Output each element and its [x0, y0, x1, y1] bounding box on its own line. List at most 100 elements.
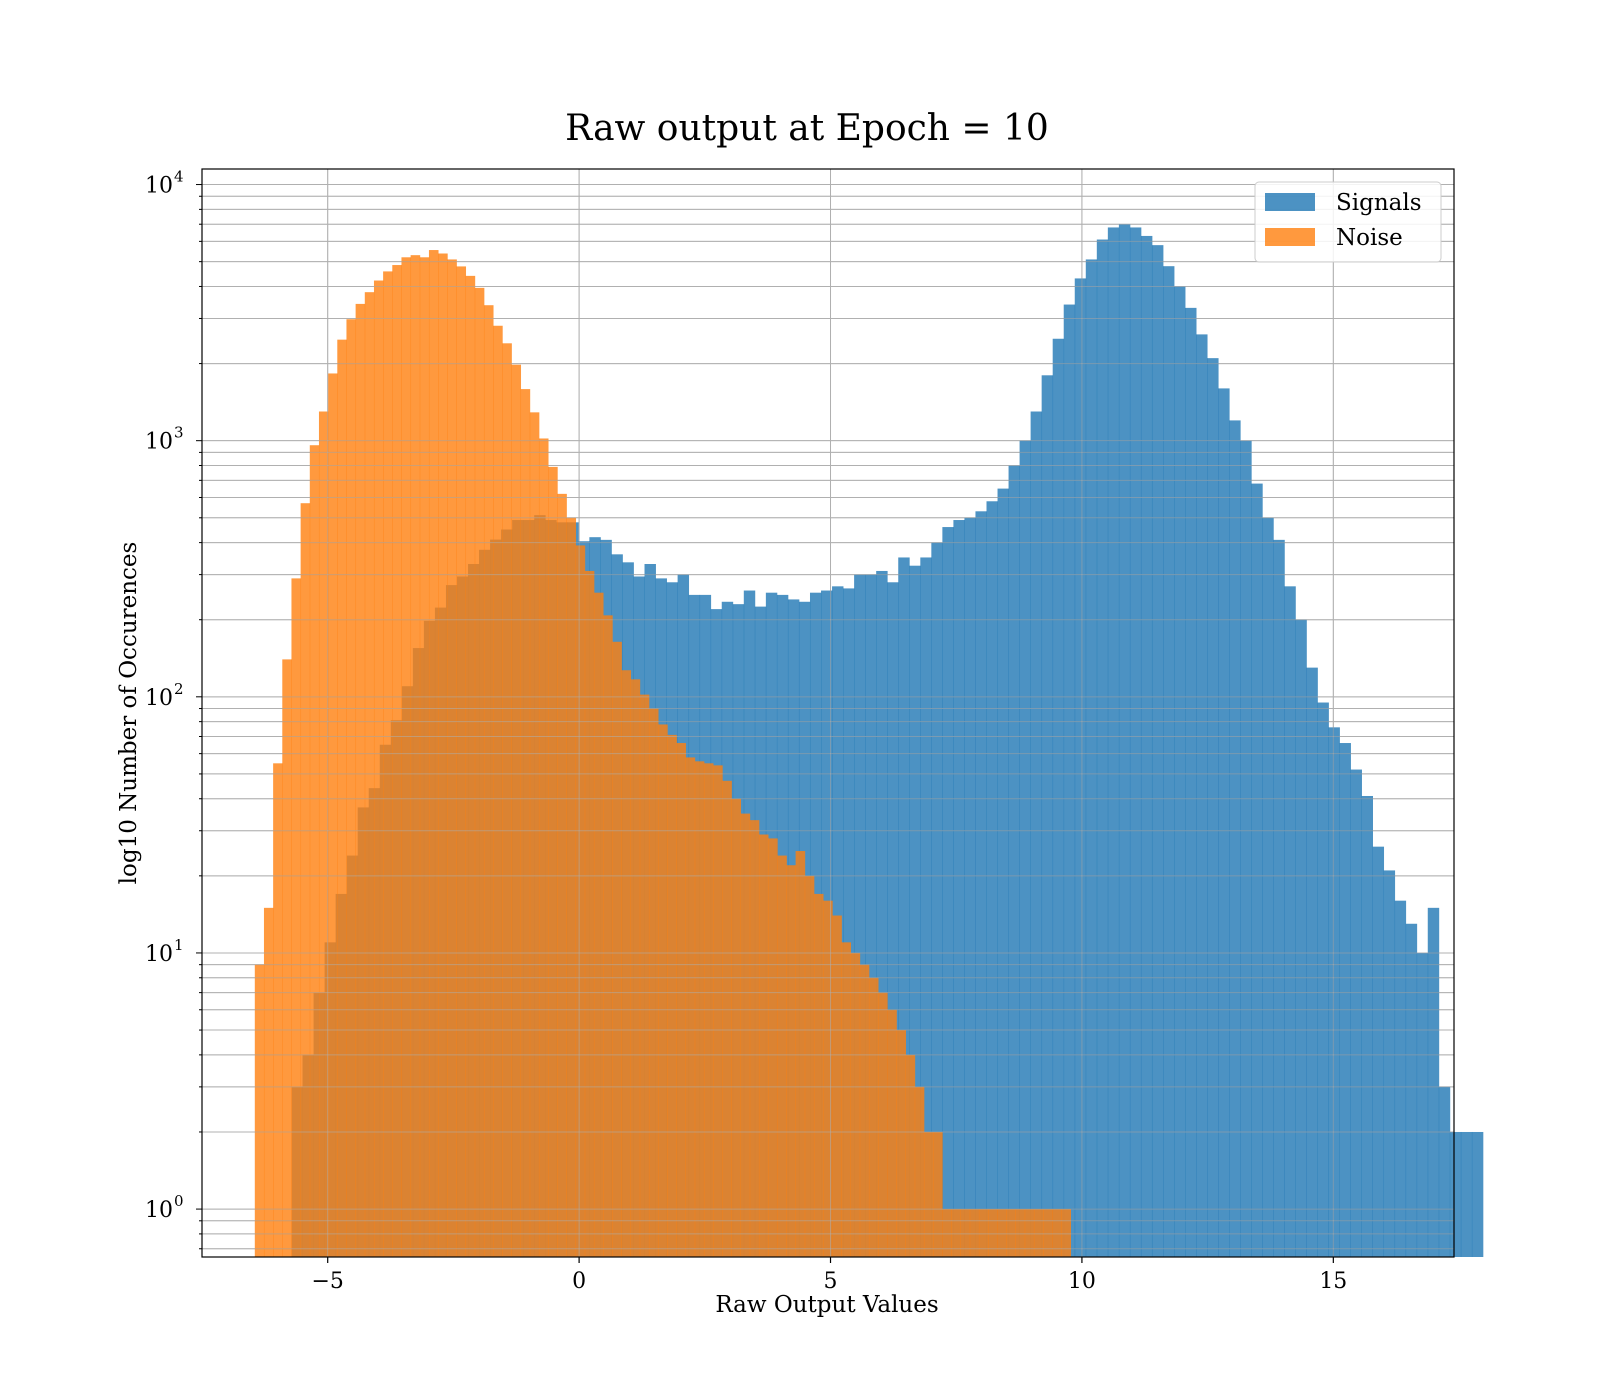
noise-bar — [612, 641, 622, 1257]
noise-bar — [768, 838, 778, 1257]
noise-bar — [896, 1030, 906, 1257]
signals-bar — [1460, 1131, 1473, 1257]
signals-bar — [887, 582, 899, 1257]
signals-bar — [1273, 539, 1285, 1257]
noise-bar — [630, 679, 641, 1257]
signals-bar — [1240, 440, 1252, 1257]
signals-bar — [865, 574, 877, 1257]
noise-bar — [318, 411, 329, 1257]
noise-bar — [392, 265, 402, 1257]
noise-bar — [969, 1209, 980, 1257]
signals-bar — [1074, 278, 1087, 1257]
noise-bar — [575, 545, 586, 1257]
noise-bars — [254, 169, 1071, 1258]
noise-bar — [978, 1209, 989, 1257]
noise-bar — [447, 259, 457, 1257]
signals-bar — [1218, 388, 1230, 1257]
signals-bar — [1394, 900, 1407, 1257]
noise-bar — [493, 325, 503, 1257]
signals-bar — [843, 588, 855, 1257]
signals-bar — [1085, 259, 1098, 1257]
noise-bar — [621, 670, 632, 1257]
noise-bar — [1052, 1209, 1062, 1257]
plot-frame — [201, 168, 1455, 1258]
legend-label-noise: Noise — [1336, 225, 1403, 251]
signals-gap — [1269, 169, 1275, 1257]
noise-bar — [383, 271, 393, 1257]
signals-bar — [1096, 239, 1109, 1257]
noise-bar — [923, 1131, 934, 1257]
noise-gap — [743, 169, 746, 1257]
signals-bar — [1063, 304, 1076, 1257]
noise-gap — [795, 169, 798, 1257]
noise-bar — [410, 255, 421, 1258]
noise-bar — [859, 964, 870, 1257]
noise-bar — [676, 743, 687, 1257]
noise-bar — [749, 820, 760, 1257]
signals-bar — [1471, 1131, 1484, 1257]
noise-bar — [795, 851, 806, 1257]
noise-bar — [997, 1209, 1007, 1257]
signals-bar — [1427, 907, 1440, 1257]
y-tick-label: 10 — [145, 430, 173, 455]
noise-bar — [933, 1131, 943, 1257]
noise-bar — [328, 373, 338, 1258]
x-axis-label: Raw Output Values — [715, 1292, 938, 1318]
noise-bar — [841, 942, 852, 1257]
noise-bar — [1006, 1209, 1016, 1257]
signals-bar — [975, 511, 987, 1257]
signals-bar — [1008, 465, 1020, 1257]
noise-bar — [713, 765, 723, 1257]
noise-bar — [988, 1209, 998, 1257]
noise-bar — [905, 1054, 916, 1257]
noise-bar — [520, 389, 531, 1258]
signals-bar — [931, 542, 943, 1257]
noise-bar — [685, 757, 696, 1257]
signals-bar — [1416, 952, 1429, 1257]
noise-bar — [786, 865, 797, 1257]
noise-bar — [593, 592, 604, 1257]
signals-bar — [1229, 420, 1241, 1257]
noise-bar — [401, 257, 412, 1257]
noise-bar — [300, 503, 311, 1258]
signals-bar — [1295, 619, 1307, 1257]
signals-bar — [997, 488, 1009, 1258]
signals-bar — [1196, 334, 1208, 1257]
noise-bar — [373, 280, 384, 1257]
noise-bar — [722, 780, 732, 1257]
noise-bar — [1024, 1209, 1035, 1257]
noise-bar — [548, 466, 558, 1257]
signals-bar — [1317, 702, 1329, 1257]
signals-bar — [1306, 667, 1318, 1257]
noise-bar — [823, 900, 833, 1257]
signals-bar — [1350, 769, 1362, 1257]
noise-bar — [813, 893, 824, 1257]
noise-bar — [483, 305, 494, 1258]
noise-gap — [619, 169, 624, 1257]
signals-bar — [920, 557, 932, 1257]
noise-bar — [566, 517, 577, 1257]
noise-bar — [1061, 1209, 1071, 1257]
signals-bar — [1383, 870, 1396, 1257]
signals-bar — [909, 565, 921, 1257]
noise-bar — [1043, 1209, 1053, 1257]
noise-bar — [1033, 1209, 1044, 1257]
signals-bar — [1361, 795, 1373, 1257]
noise-bar — [777, 855, 787, 1257]
legend-swatch-noise — [1265, 228, 1315, 246]
signals-bar — [1372, 846, 1385, 1257]
noise-bar — [584, 570, 595, 1257]
noise-bar — [1015, 1209, 1026, 1257]
y-tick-exponent: 4 — [174, 168, 184, 186]
noise-bar — [878, 992, 888, 1257]
signals-bar — [1438, 1086, 1451, 1257]
noise-bar — [667, 734, 677, 1257]
noise-bar — [951, 1209, 961, 1257]
signals-bar — [1174, 286, 1186, 1258]
signals-bar — [1405, 923, 1418, 1257]
legend-label-signals: Signals — [1336, 190, 1422, 216]
signals-bar — [1052, 338, 1065, 1257]
signals-bar — [854, 574, 866, 1257]
signals-bar — [1185, 307, 1197, 1257]
